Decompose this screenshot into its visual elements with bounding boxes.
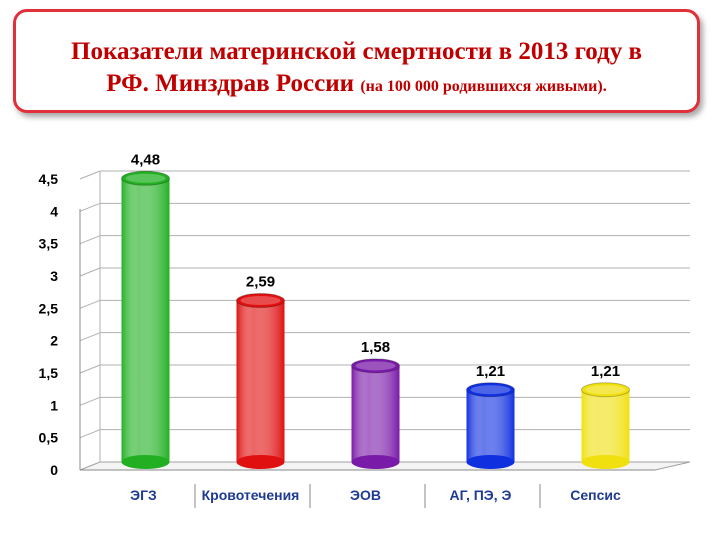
- bar: [121, 170, 170, 469]
- y-tick-label: 1: [50, 397, 58, 413]
- y-tick-label: 3: [50, 268, 58, 284]
- grid-diagonal: [79, 429, 101, 439]
- grid-diagonal: [79, 267, 101, 277]
- category-label: ЭОВ: [350, 487, 381, 503]
- value-label: 2,59: [246, 274, 275, 291]
- y-tick-label: 4: [50, 203, 58, 219]
- bar-cap: [236, 293, 285, 309]
- bar-cap-highlight: [240, 296, 281, 306]
- grid-diagonal: [79, 202, 101, 212]
- y-tick-label: 0,5: [39, 430, 59, 446]
- value-label: 1,21: [476, 363, 505, 380]
- bar-cap: [581, 382, 630, 398]
- bar: [466, 382, 515, 469]
- category-label: ЭГЗ: [130, 487, 157, 503]
- grid-diagonal: [79, 364, 101, 374]
- bar-shade: [121, 178, 170, 462]
- bar-cap-highlight: [470, 385, 511, 395]
- bar-base: [121, 455, 170, 469]
- bar-shade: [466, 389, 515, 462]
- category-label: АГ, ПЭ, Э: [449, 487, 511, 503]
- bar: [351, 358, 400, 469]
- bar: [236, 293, 285, 469]
- chart-bars: [121, 170, 630, 469]
- grid-diagonal: [79, 332, 101, 342]
- chart-title-line-2: РФ. Минздрав России (на 100 000 родивших…: [16, 68, 697, 103]
- grid-diagonal: [79, 170, 101, 180]
- chart-title-unit: (на 100 000 родившихся живыми).: [360, 78, 607, 95]
- grid-diagonal: [79, 299, 101, 309]
- bar-cap: [351, 358, 400, 374]
- value-label: 4,48: [131, 151, 160, 168]
- value-label: 1,58: [361, 339, 390, 356]
- y-tick-label: 3,5: [39, 236, 59, 252]
- bar-shade: [236, 300, 285, 462]
- y-tick-label: 2,5: [39, 300, 59, 316]
- chart-title-box: Показатели материнской смертности в 2013…: [13, 9, 700, 113]
- y-tick-label: 0: [50, 462, 58, 478]
- category-label: Кровотечения: [202, 487, 300, 503]
- y-tick-label: 4,5: [39, 171, 59, 187]
- bar-base: [581, 455, 630, 469]
- bar-base: [236, 455, 285, 469]
- grid-diagonal: [79, 396, 101, 406]
- bar-shade: [351, 365, 400, 462]
- chart-labels: 0 0,5 1 1,5 2 2,5 3 3,5 4 4,5 4,48 ЭГЗ 2,59 Кровотече…: [39, 151, 621, 508]
- bar-cap: [466, 382, 515, 398]
- chart-title-line-1: Показатели материнской смертности в 2013…: [71, 38, 642, 65]
- bar-base: [466, 455, 515, 469]
- grid-diagonal: [79, 235, 101, 245]
- bar-base: [351, 455, 400, 469]
- y-tick-label: 1,5: [39, 365, 59, 381]
- bar-cap: [121, 170, 170, 186]
- bar-cap-highlight: [585, 385, 626, 395]
- bar-cap-highlight: [355, 361, 396, 371]
- bar-shade: [581, 389, 630, 462]
- y-tick-label: 2: [50, 333, 58, 349]
- bar: [581, 382, 630, 469]
- value-label: 1,21: [591, 363, 620, 380]
- bar-cap-highlight: [125, 173, 166, 183]
- chart-title-main: РФ. Минздрав России: [106, 70, 361, 97]
- category-label: Сепсис: [570, 487, 621, 503]
